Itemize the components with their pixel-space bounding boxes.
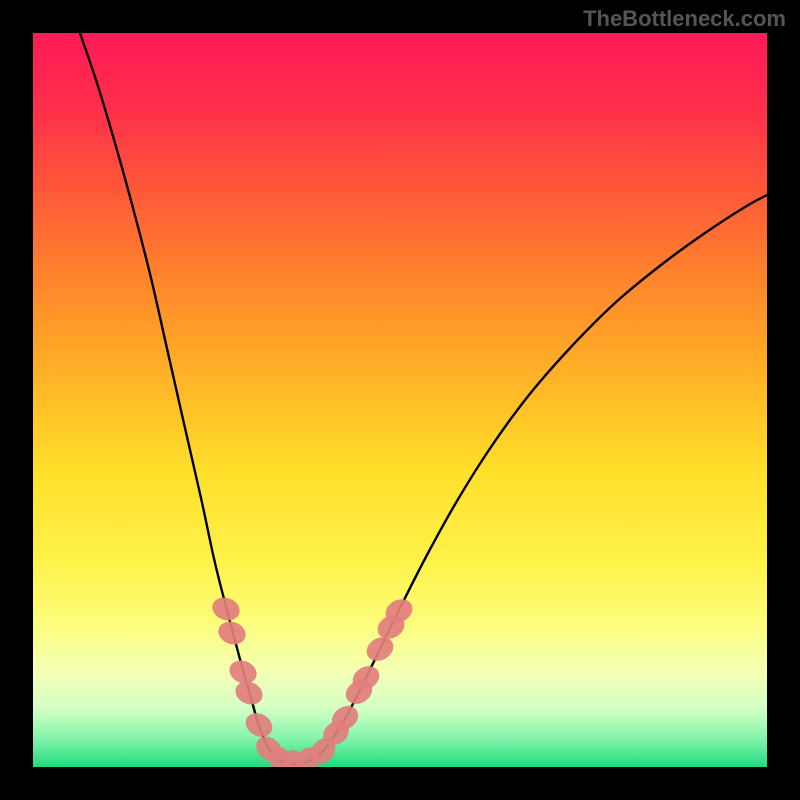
marker-dot — [241, 708, 276, 741]
marker-dot — [209, 594, 243, 624]
marker-dot — [215, 618, 249, 648]
marker-dot — [232, 677, 267, 708]
plot-area — [33, 33, 767, 767]
watermark-text: TheBottleneck.com — [583, 6, 786, 32]
curve-markers — [209, 594, 416, 767]
curve-overlay — [33, 33, 767, 767]
curve-left-branch — [80, 33, 293, 764]
chart-frame: TheBottleneck.com — [0, 0, 800, 800]
